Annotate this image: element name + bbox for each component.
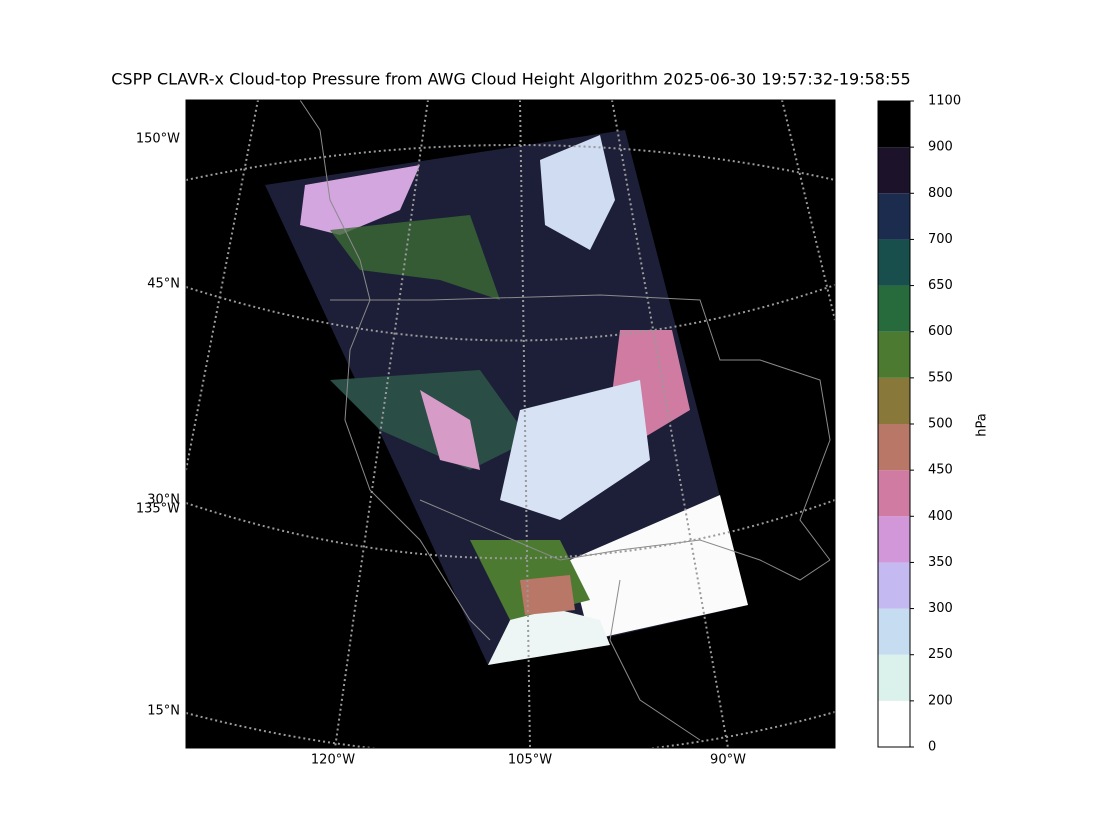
graticule — [186, 711, 835, 748]
cloud — [330, 215, 500, 300]
colorbar-segment — [878, 470, 910, 517]
colorbar-segment — [878, 331, 910, 378]
lat-label: 30°N — [147, 493, 180, 508]
coastline — [419, 499, 831, 581]
cloud — [570, 495, 748, 640]
lon-label: 90°W — [710, 753, 746, 768]
graticule — [334, 100, 429, 748]
colorbar-tick-label: 700 — [928, 232, 953, 247]
colorbar-segment — [878, 147, 910, 194]
colorbar-tick-label: 250 — [928, 647, 953, 662]
lat-label: 45°N — [147, 277, 180, 292]
colorbar-label: hPa — [975, 413, 990, 436]
colorbar-segment — [878, 239, 910, 286]
colorbar-segment — [878, 516, 910, 563]
cloud — [500, 380, 650, 520]
cloud — [520, 575, 575, 615]
colorbar-tick-label: 650 — [928, 278, 953, 293]
colorbar-tick-label: 400 — [928, 509, 953, 524]
colorbar-segment — [878, 285, 910, 332]
lon-label: 135°W — [136, 502, 180, 517]
colorbar-tick-label: 1100 — [928, 94, 961, 109]
colorbar-tick-label: 600 — [928, 324, 953, 339]
cloud — [540, 135, 615, 250]
cloud — [420, 390, 480, 470]
colorbar-tick-label: 200 — [928, 693, 953, 708]
colorbar-segment — [878, 424, 910, 471]
title: CSPP CLAVR-x Cloud-top Pressure from AWG… — [111, 70, 910, 89]
colorbar-tick-label: 500 — [928, 417, 953, 432]
coastline — [609, 579, 701, 741]
colorbar-segment — [878, 608, 910, 655]
colorbar-tick-label: 300 — [928, 601, 953, 616]
colorbar-segment — [878, 101, 910, 148]
cloud — [300, 165, 420, 235]
graticule — [519, 100, 531, 748]
colorbar-tick-label: 900 — [928, 140, 953, 155]
graticule — [186, 144, 835, 181]
graticule — [186, 499, 835, 560]
colorbar-segment — [878, 193, 910, 240]
colorbar-segment — [878, 654, 910, 701]
coastline — [299, 100, 491, 641]
colorbar-tick-label: 550 — [928, 370, 953, 385]
lon-label: 105°W — [508, 753, 552, 768]
lon-label: 120°W — [311, 753, 355, 768]
lon-label: 150°W — [136, 132, 180, 147]
map-frame — [185, 99, 836, 749]
colorbar-tick-label: 0 — [928, 740, 936, 755]
colorbar-tick-label: 450 — [928, 463, 953, 478]
colorbar-tick-label: 350 — [928, 555, 953, 570]
colorbar-tick-label: 800 — [928, 186, 953, 201]
lat-label: 15°N — [147, 704, 180, 719]
colorbar-segment — [878, 377, 910, 424]
colorbar-segment — [878, 700, 910, 747]
colorbar-segment — [878, 562, 910, 609]
map — [186, 100, 835, 748]
coastline — [330, 294, 831, 561]
